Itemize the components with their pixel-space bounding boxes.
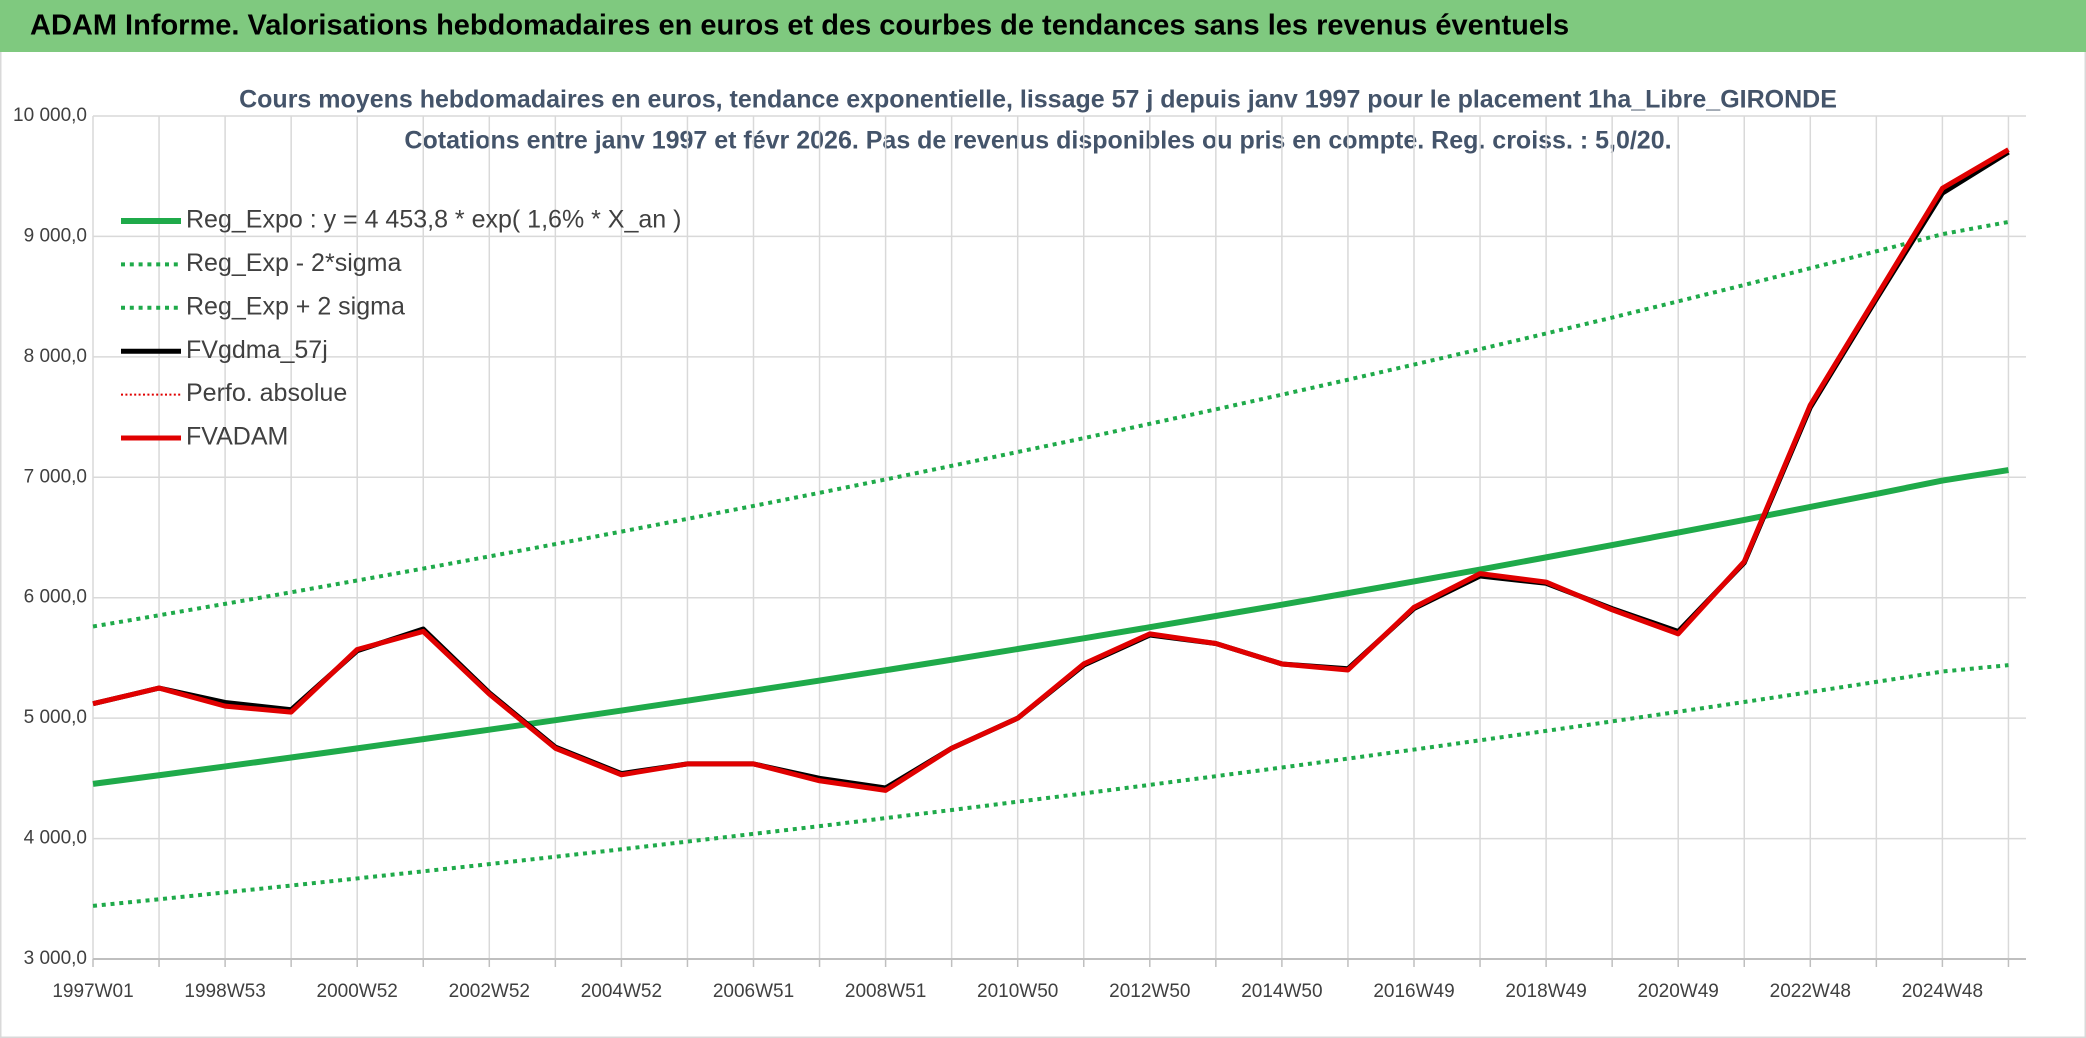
x-tick-label: 2018W49 — [1505, 981, 1586, 1002]
header-title: ADAM Informe. Valorisations hebdomadaire… — [30, 10, 1569, 42]
y-tick-label: 10 000,0 — [13, 105, 87, 126]
legend-label: Reg_Exp + 2 sigma — [186, 292, 405, 320]
x-tick-label: 2022W48 — [1770, 981, 1851, 1002]
x-tick-label: 2008W51 — [845, 981, 926, 1002]
chart-subtitle: Cotations entre janv 1997 et févr 2026. … — [404, 127, 1671, 155]
x-tick-label: 2010W50 — [977, 981, 1058, 1002]
y-tick-label: 3 000,0 — [24, 948, 87, 969]
legend-label: FVADAM — [186, 423, 288, 451]
y-tick-label: 6 000,0 — [24, 587, 87, 608]
header-bar — [0, 0, 2086, 52]
y-tick-label: 8 000,0 — [24, 346, 87, 367]
x-tick-label: 2020W49 — [1638, 981, 1719, 1002]
series-line — [92, 220, 2009, 629]
legend-label: Reg_Expo : y = 4 453,8 * exp( 1,6% * X_a… — [186, 206, 681, 234]
x-tick-label: 2016W49 — [1373, 981, 1454, 1002]
x-tick-label: 2024W48 — [1902, 981, 1983, 1002]
x-tick-label: 2002W52 — [449, 981, 530, 1002]
legend-label: FVgdma_57j — [186, 336, 328, 364]
y-tick-label: 4 000,0 — [24, 828, 87, 849]
x-tick-label: 1998W53 — [184, 981, 265, 1002]
series-line — [92, 467, 2009, 787]
y-tick-label: 7 000,0 — [24, 466, 87, 487]
x-tick-label: 2014W50 — [1241, 981, 1322, 1002]
x-tick-label: 2012W50 — [1109, 981, 1190, 1002]
x-tick-label: 2000W52 — [317, 981, 398, 1002]
x-tick-label: 1997W01 — [52, 981, 133, 1002]
legend-label: Perfo. absolue — [186, 379, 347, 407]
x-tick-label: 2004W52 — [581, 981, 662, 1002]
chart-title: Cours moyens hebdomadaires en euros, ten… — [239, 86, 1837, 114]
legend-label: Reg_Exp - 2*sigma — [186, 249, 401, 277]
y-tick-label: 9 000,0 — [24, 225, 87, 246]
x-tick-label: 2006W51 — [713, 981, 794, 1002]
series-line — [92, 147, 2010, 793]
y-tick-label: 5 000,0 — [24, 707, 87, 728]
